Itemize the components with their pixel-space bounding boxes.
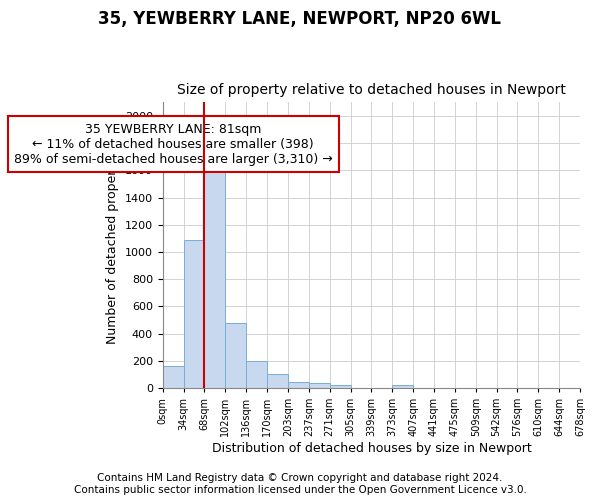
Text: 35 YEWBERRY LANE: 81sqm
← 11% of detached houses are smaller (398)
89% of semi-d: 35 YEWBERRY LANE: 81sqm ← 11% of detache…	[14, 122, 332, 166]
Y-axis label: Number of detached properties: Number of detached properties	[106, 146, 119, 344]
Bar	[205, 167, 226, 388]
Bar	[267, 374, 288, 388]
Bar	[163, 366, 184, 388]
Bar	[392, 386, 413, 388]
Bar	[329, 386, 350, 388]
Bar	[184, 240, 205, 388]
Bar	[246, 361, 267, 388]
Bar	[288, 382, 309, 388]
Text: Contains HM Land Registry data © Crown copyright and database right 2024.
Contai: Contains HM Land Registry data © Crown c…	[74, 474, 526, 495]
Title: Size of property relative to detached houses in Newport: Size of property relative to detached ho…	[177, 83, 566, 97]
X-axis label: Distribution of detached houses by size in Newport: Distribution of detached houses by size …	[212, 442, 531, 455]
Bar	[226, 322, 246, 388]
Bar	[309, 384, 329, 388]
Text: 35, YEWBERRY LANE, NEWPORT, NP20 6WL: 35, YEWBERRY LANE, NEWPORT, NP20 6WL	[98, 10, 502, 28]
